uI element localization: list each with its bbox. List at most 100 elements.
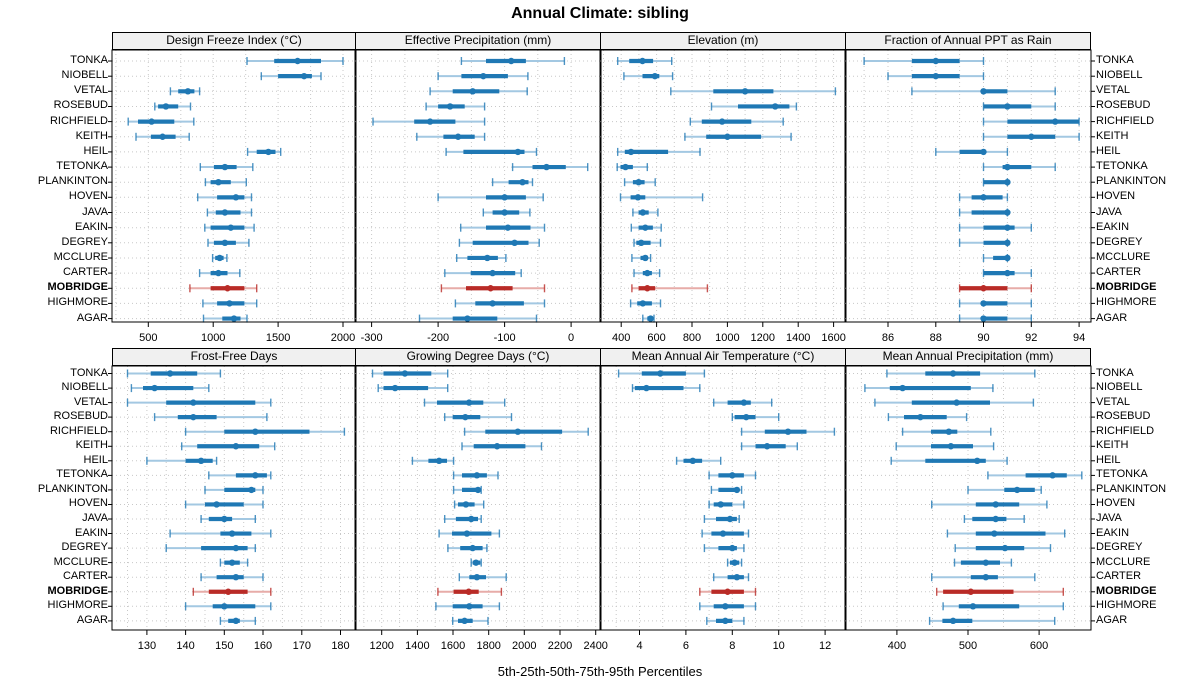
median-dot — [932, 72, 939, 80]
station-label-right: JAVA — [1096, 206, 1122, 218]
median-dot — [508, 57, 515, 65]
median-dot — [627, 148, 635, 156]
percentile-row-agar — [958, 314, 1033, 323]
median-dot — [197, 457, 205, 464]
median-dot — [740, 399, 748, 406]
median-dot — [493, 443, 501, 450]
percentile-row-carter — [458, 573, 507, 582]
x-axis-tick-label: 6 — [683, 640, 689, 652]
percentile-row-plankinton — [967, 485, 1042, 494]
x-axis-tick-label: 1400 — [786, 332, 810, 344]
median-dot — [225, 588, 232, 595]
station-label-left: JAVA — [82, 206, 108, 218]
percentile-row-mobridge — [437, 587, 503, 596]
median-dot — [224, 285, 231, 292]
percentile-row-rosebud — [153, 413, 268, 422]
x-axis-tick-label: 8 — [729, 640, 735, 652]
station-label-left: AGAR — [76, 614, 108, 626]
median-dot — [1004, 163, 1011, 171]
x-axis-tick-label: 500 — [959, 640, 977, 652]
station-label-right: TONKA — [1096, 367, 1134, 379]
median-dot — [464, 315, 471, 322]
panel-design-freeze-index: 500 1000 1500 2000 — [108, 49, 357, 344]
median-dot — [1004, 179, 1011, 186]
percentile-row-vetal — [911, 87, 1056, 96]
percentile-row-mcclure — [982, 254, 1011, 262]
percentile-row-richfield — [463, 427, 589, 436]
median-dot — [622, 163, 629, 171]
percentile-row-degrey — [165, 544, 257, 553]
median-dot — [1049, 472, 1056, 479]
median-dot — [763, 443, 771, 450]
percentile-row-plankinton — [452, 485, 482, 494]
chart-title: Annual Climate: sibling — [511, 5, 689, 22]
x-axis-tick-label: 180 — [331, 640, 349, 652]
percentile-row-tonka — [371, 369, 449, 378]
median-dot — [228, 530, 236, 537]
median-dot — [232, 194, 240, 201]
percentile-row-tetonka — [452, 471, 499, 480]
median-dot — [190, 413, 197, 421]
percentile-row-java — [703, 515, 740, 523]
station-label-left: HOVEN — [68, 497, 108, 509]
median-dot — [501, 209, 508, 216]
x-axis-tick-label: 500 — [139, 332, 157, 344]
percentile-row-highmore — [942, 602, 1065, 611]
station-label-left: EAKIN — [74, 221, 108, 233]
station-label-left: ROSEBUD — [53, 99, 108, 111]
median-dot — [642, 224, 649, 231]
median-dot — [166, 370, 174, 377]
median-dot — [294, 57, 301, 65]
median-dot — [216, 254, 223, 262]
median-dot — [469, 88, 476, 95]
median-dot — [215, 179, 222, 186]
median-dot — [980, 300, 987, 307]
station-label-left: HEIL — [83, 145, 108, 157]
percentile-row-carter — [444, 269, 522, 278]
median-dot — [484, 254, 491, 262]
median-dot — [514, 428, 521, 435]
percentile-row-heil — [246, 147, 282, 156]
median-dot — [726, 515, 734, 523]
median-dot — [718, 118, 726, 125]
percentile-row-eakin — [460, 223, 546, 232]
median-dot — [426, 118, 434, 125]
median-dot — [991, 530, 998, 537]
percentile-row-heil — [617, 147, 701, 156]
station-label-left: TETONKA — [56, 160, 108, 172]
percentile-row-richfield — [127, 117, 195, 126]
median-dot — [1004, 239, 1011, 246]
percentile-row-carter — [633, 269, 661, 278]
station-label-left: NIOBELL — [61, 381, 108, 393]
x-axis-tick-label: 2400 — [583, 640, 607, 652]
median-dot — [504, 224, 512, 231]
percentile-row-keith — [895, 442, 995, 451]
median-dot — [722, 603, 729, 610]
percentile-row-keith — [740, 442, 798, 451]
station-label-left: HIGHMORE — [47, 296, 109, 308]
percentile-row-vetal — [670, 87, 837, 96]
panel-fraction-ppt-rain: 86 88 90 92 94 — [844, 49, 1095, 344]
median-dot — [982, 559, 989, 566]
percentile-row-tonka — [460, 57, 566, 65]
percentile-row-highmore — [958, 299, 1033, 308]
x-axis-tick-label: 150 — [215, 640, 233, 652]
percentile-row-mcclure — [953, 558, 1013, 567]
x-axis-tick-label: -200 — [427, 332, 449, 344]
station-label-right: DEGREY — [1096, 541, 1143, 553]
station-label-left: RICHFIELD — [49, 115, 108, 127]
panel-growing-degree-days: 1200 1400 1600 1800 2000 2200 2400 — [354, 365, 608, 652]
median-dot — [899, 384, 906, 392]
station-label-left: VETAL — [73, 84, 108, 96]
x-axis-tick-label: 600 — [1030, 640, 1048, 652]
median-dot — [1004, 254, 1011, 262]
percentile-row-mcclure — [456, 254, 507, 262]
median-dot — [446, 103, 454, 110]
median-dot — [717, 501, 724, 508]
percentile-row-hoven — [958, 193, 1009, 202]
median-dot — [733, 574, 741, 581]
station-label-left: RICHFIELD — [49, 425, 108, 437]
station-label-right: ROSEBUD — [1096, 410, 1151, 422]
percentile-row-eakin — [438, 529, 501, 538]
